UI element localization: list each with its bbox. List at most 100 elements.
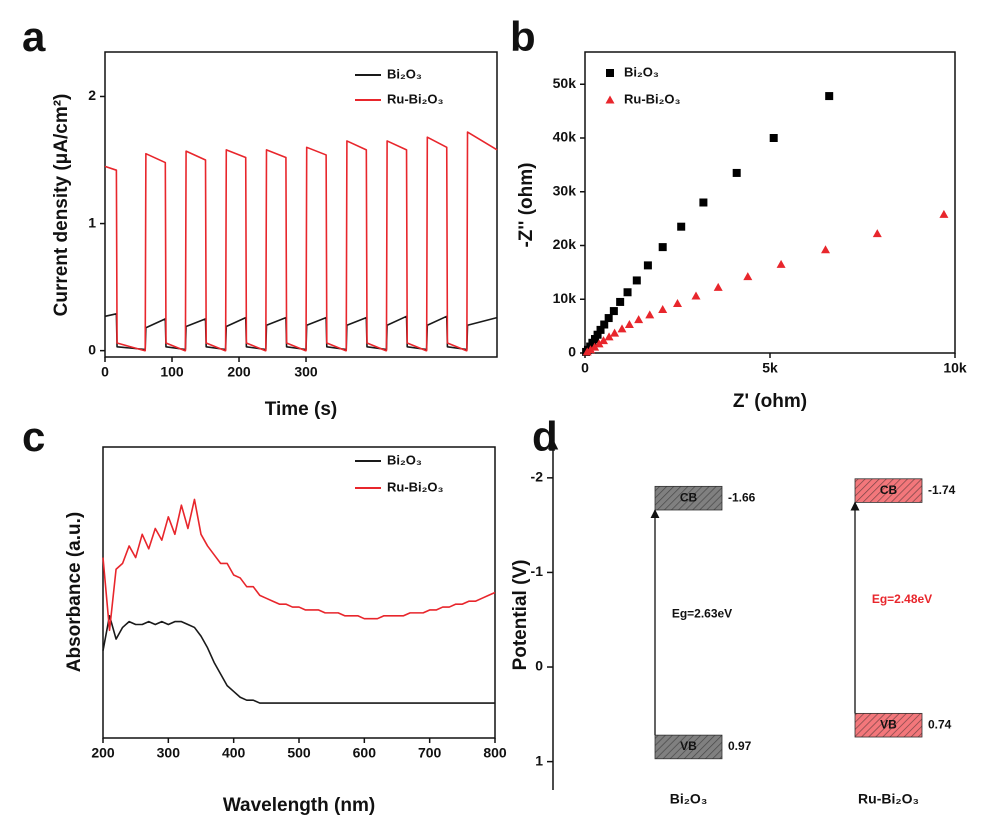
x-tick-label: 100	[160, 364, 184, 380]
x-tick-label: 300	[294, 364, 318, 380]
point	[610, 328, 620, 337]
y-tick-label: 0	[568, 344, 576, 360]
point	[645, 310, 655, 319]
plot-frame	[104, 51, 498, 358]
gap-label: Eg=2.63eV	[672, 607, 732, 621]
point	[939, 209, 949, 218]
series-line	[104, 131, 498, 352]
y-tick-label: 20k	[553, 236, 577, 252]
panel-label: b	[510, 13, 536, 60]
vb-value: 0.97	[728, 739, 752, 753]
x-tick-label: 400	[222, 745, 246, 761]
legend-marker	[606, 69, 614, 77]
point	[673, 299, 682, 308]
legend-label: Ru-Bi₂O₃	[387, 91, 444, 106]
y-axis-label: -Z'' (ohm)	[516, 162, 537, 247]
y-tick-label: 1	[535, 752, 543, 768]
point	[604, 332, 614, 341]
point	[769, 134, 778, 142]
vb-label: VB	[680, 739, 697, 753]
point	[582, 347, 592, 356]
point	[599, 336, 608, 345]
category-label: Bi₂O₃	[670, 791, 708, 807]
y-tick-label: -1	[531, 563, 544, 579]
y-tick-label: 50k	[553, 75, 577, 91]
x-tick-label: 0	[581, 360, 589, 376]
cb-value: -1.74	[928, 483, 956, 497]
point	[658, 243, 667, 252]
x-axis-label: Time (s)	[265, 399, 338, 420]
legend-label: Bi₂O₃	[387, 66, 422, 81]
point	[821, 245, 830, 254]
cb-value: -1.66	[728, 490, 756, 504]
y-tick-label: 0	[88, 341, 96, 357]
y-tick-label: 2	[88, 87, 96, 103]
x-axis-label: Wavelength (nm)	[223, 795, 375, 816]
x-tick-label: 0	[101, 364, 109, 380]
x-tick-label: 500	[287, 745, 311, 761]
hatch	[855, 713, 922, 738]
y-axis-label: Absorbance (a.u.)	[64, 512, 85, 672]
x-axis-label: Z' (ohm)	[733, 391, 807, 412]
x-tick-label: 10k	[943, 360, 967, 376]
y-tick-label: 10k	[553, 290, 577, 306]
x-tick-label: 700	[418, 745, 442, 761]
hatch	[655, 735, 722, 759]
vb-value: 0.74	[928, 717, 952, 731]
cb-label: CB	[880, 483, 898, 497]
category-label: Ru-Bi₂O₃	[858, 791, 919, 807]
x-tick-label: 600	[353, 745, 377, 761]
point	[743, 272, 753, 281]
legend-label: Ru-Bi₂O₃	[624, 91, 681, 106]
legend-label: Ru-Bi₂O₃	[387, 479, 444, 494]
y-tick-label: 0	[535, 658, 543, 674]
series-line	[102, 614, 495, 704]
legend-label: Bi₂O₃	[624, 64, 659, 79]
x-tick-label: 200	[91, 745, 115, 761]
legend-label: Bi₂O₃	[387, 452, 422, 467]
vb-label: VB	[880, 717, 897, 731]
point	[617, 324, 627, 333]
point	[623, 288, 632, 297]
y-tick-label: -2	[531, 469, 544, 485]
panel-label: d	[532, 413, 558, 460]
point	[825, 92, 834, 101]
point	[624, 320, 634, 329]
hatch	[855, 478, 922, 503]
point	[616, 297, 625, 306]
point	[600, 320, 609, 329]
point	[609, 307, 618, 316]
x-tick-label: 800	[483, 745, 507, 761]
point	[594, 339, 604, 348]
point	[713, 282, 723, 291]
y-tick-label: 40k	[553, 129, 577, 145]
x-tick-label: 200	[227, 364, 251, 380]
point	[632, 276, 641, 285]
point	[776, 259, 786, 268]
point	[699, 198, 708, 207]
hatch	[655, 486, 722, 510]
point	[634, 315, 644, 324]
y-axis-label: Potential (V)	[510, 560, 531, 671]
y-tick-label: 30k	[553, 182, 577, 198]
point	[732, 168, 741, 177]
gap-label: Eg=2.48eV	[872, 592, 932, 606]
cb-label: CB	[680, 490, 698, 504]
point	[604, 314, 613, 323]
point	[643, 261, 652, 270]
series-line	[102, 498, 496, 632]
series-line	[104, 312, 498, 351]
y-axis-label: Current density (μA/cm²)	[51, 94, 72, 317]
x-tick-label: 5k	[762, 360, 778, 376]
point	[593, 330, 602, 339]
panel-label: a	[22, 13, 46, 60]
point	[691, 291, 701, 300]
legend-marker	[605, 95, 615, 104]
y-tick-label: 1	[88, 214, 96, 230]
x-tick-label: 300	[157, 745, 181, 761]
panel-label: c	[22, 413, 45, 460]
point	[658, 304, 668, 313]
point	[677, 222, 686, 231]
point	[596, 325, 605, 334]
